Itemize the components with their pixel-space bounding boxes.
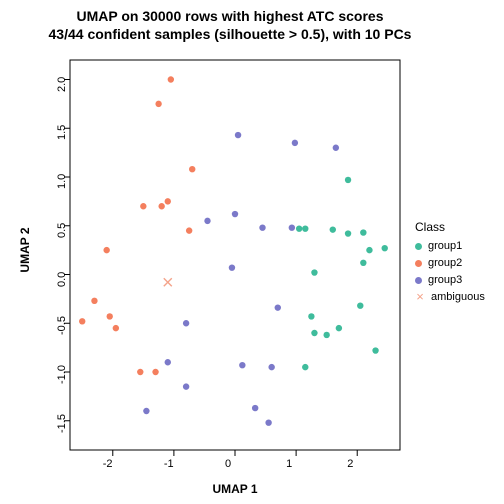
point-group3 (239, 362, 245, 368)
x-tick-label: -2 (103, 458, 113, 470)
point-group3 (183, 320, 189, 326)
point-group2 (186, 227, 192, 233)
y-tick-label: 0.0 (56, 271, 68, 286)
legend-item-group2: group2 (415, 257, 462, 269)
point-group1 (345, 230, 351, 236)
point-group2 (140, 203, 146, 209)
legend-label: ambiguous (431, 291, 485, 303)
point-group1 (366, 247, 372, 253)
point-group3 (252, 405, 258, 411)
y-tick-label: 0.5 (56, 222, 68, 237)
legend-item-ambiguous: × ambiguous (415, 291, 485, 303)
plot-box (70, 60, 400, 450)
point-group3 (143, 408, 149, 414)
legend-label: group2 (428, 257, 462, 269)
point-group2 (158, 203, 164, 209)
point-group1 (372, 347, 378, 353)
point-group2 (137, 369, 143, 375)
point-group1 (323, 332, 329, 338)
x-tick-label: -1 (164, 458, 174, 470)
y-tick-label: 1.5 (56, 125, 68, 140)
legend-label: group3 (428, 274, 462, 286)
point-group3 (275, 304, 281, 310)
dot-icon (415, 277, 422, 284)
legend-item-group1: group1 (415, 240, 462, 252)
point-group1 (302, 225, 308, 231)
point-group1 (311, 330, 317, 336)
y-tick-label: -1.0 (56, 365, 68, 384)
point-group1 (357, 303, 363, 309)
point-group1 (336, 325, 342, 331)
point-group3 (292, 140, 298, 146)
y-tick-label: -0.5 (56, 316, 68, 335)
point-group1 (302, 364, 308, 370)
point-group3 (259, 225, 265, 231)
point-group1 (308, 313, 314, 319)
point-group1 (345, 177, 351, 183)
point-group3 (289, 225, 295, 231)
y-tick-label: 1.0 (56, 174, 68, 189)
point-group2 (113, 325, 119, 331)
point-group3 (165, 359, 171, 365)
point-group1 (360, 260, 366, 266)
point-group3 (268, 364, 274, 370)
point-group2 (189, 166, 195, 172)
point-group2 (168, 76, 174, 82)
scatter-chart: UMAP on 30000 rows with highest ATC scor… (0, 0, 504, 504)
x-tick-label: 2 (347, 458, 353, 470)
point-group3 (204, 218, 210, 224)
point-group3 (183, 383, 189, 389)
point-group2 (91, 298, 97, 304)
point-group2 (79, 318, 85, 324)
dot-icon (415, 260, 422, 267)
point-group2 (152, 369, 158, 375)
legend-title: Class (415, 220, 445, 234)
cross-icon: × (415, 292, 425, 302)
point-group3 (229, 264, 235, 270)
dot-icon (415, 243, 422, 250)
point-group1 (296, 225, 302, 231)
plot-area (0, 0, 504, 504)
point-group1 (330, 226, 336, 232)
legend-label: group1 (428, 240, 462, 252)
point-group1 (382, 245, 388, 251)
point-group1 (311, 269, 317, 275)
point-group1 (360, 229, 366, 235)
legend-item-group3: group3 (415, 274, 462, 286)
point-group2 (165, 198, 171, 204)
x-tick-label: 1 (286, 458, 292, 470)
y-tick-label: 2.0 (56, 76, 68, 91)
point-group3 (333, 145, 339, 151)
y-tick-label: -1.5 (56, 414, 68, 433)
x-tick-label: 0 (225, 458, 231, 470)
point-group3 (235, 132, 241, 138)
point-group2 (155, 101, 161, 107)
point-group2 (107, 313, 113, 319)
point-group3 (265, 420, 271, 426)
point-group3 (232, 211, 238, 217)
point-group2 (103, 247, 109, 253)
